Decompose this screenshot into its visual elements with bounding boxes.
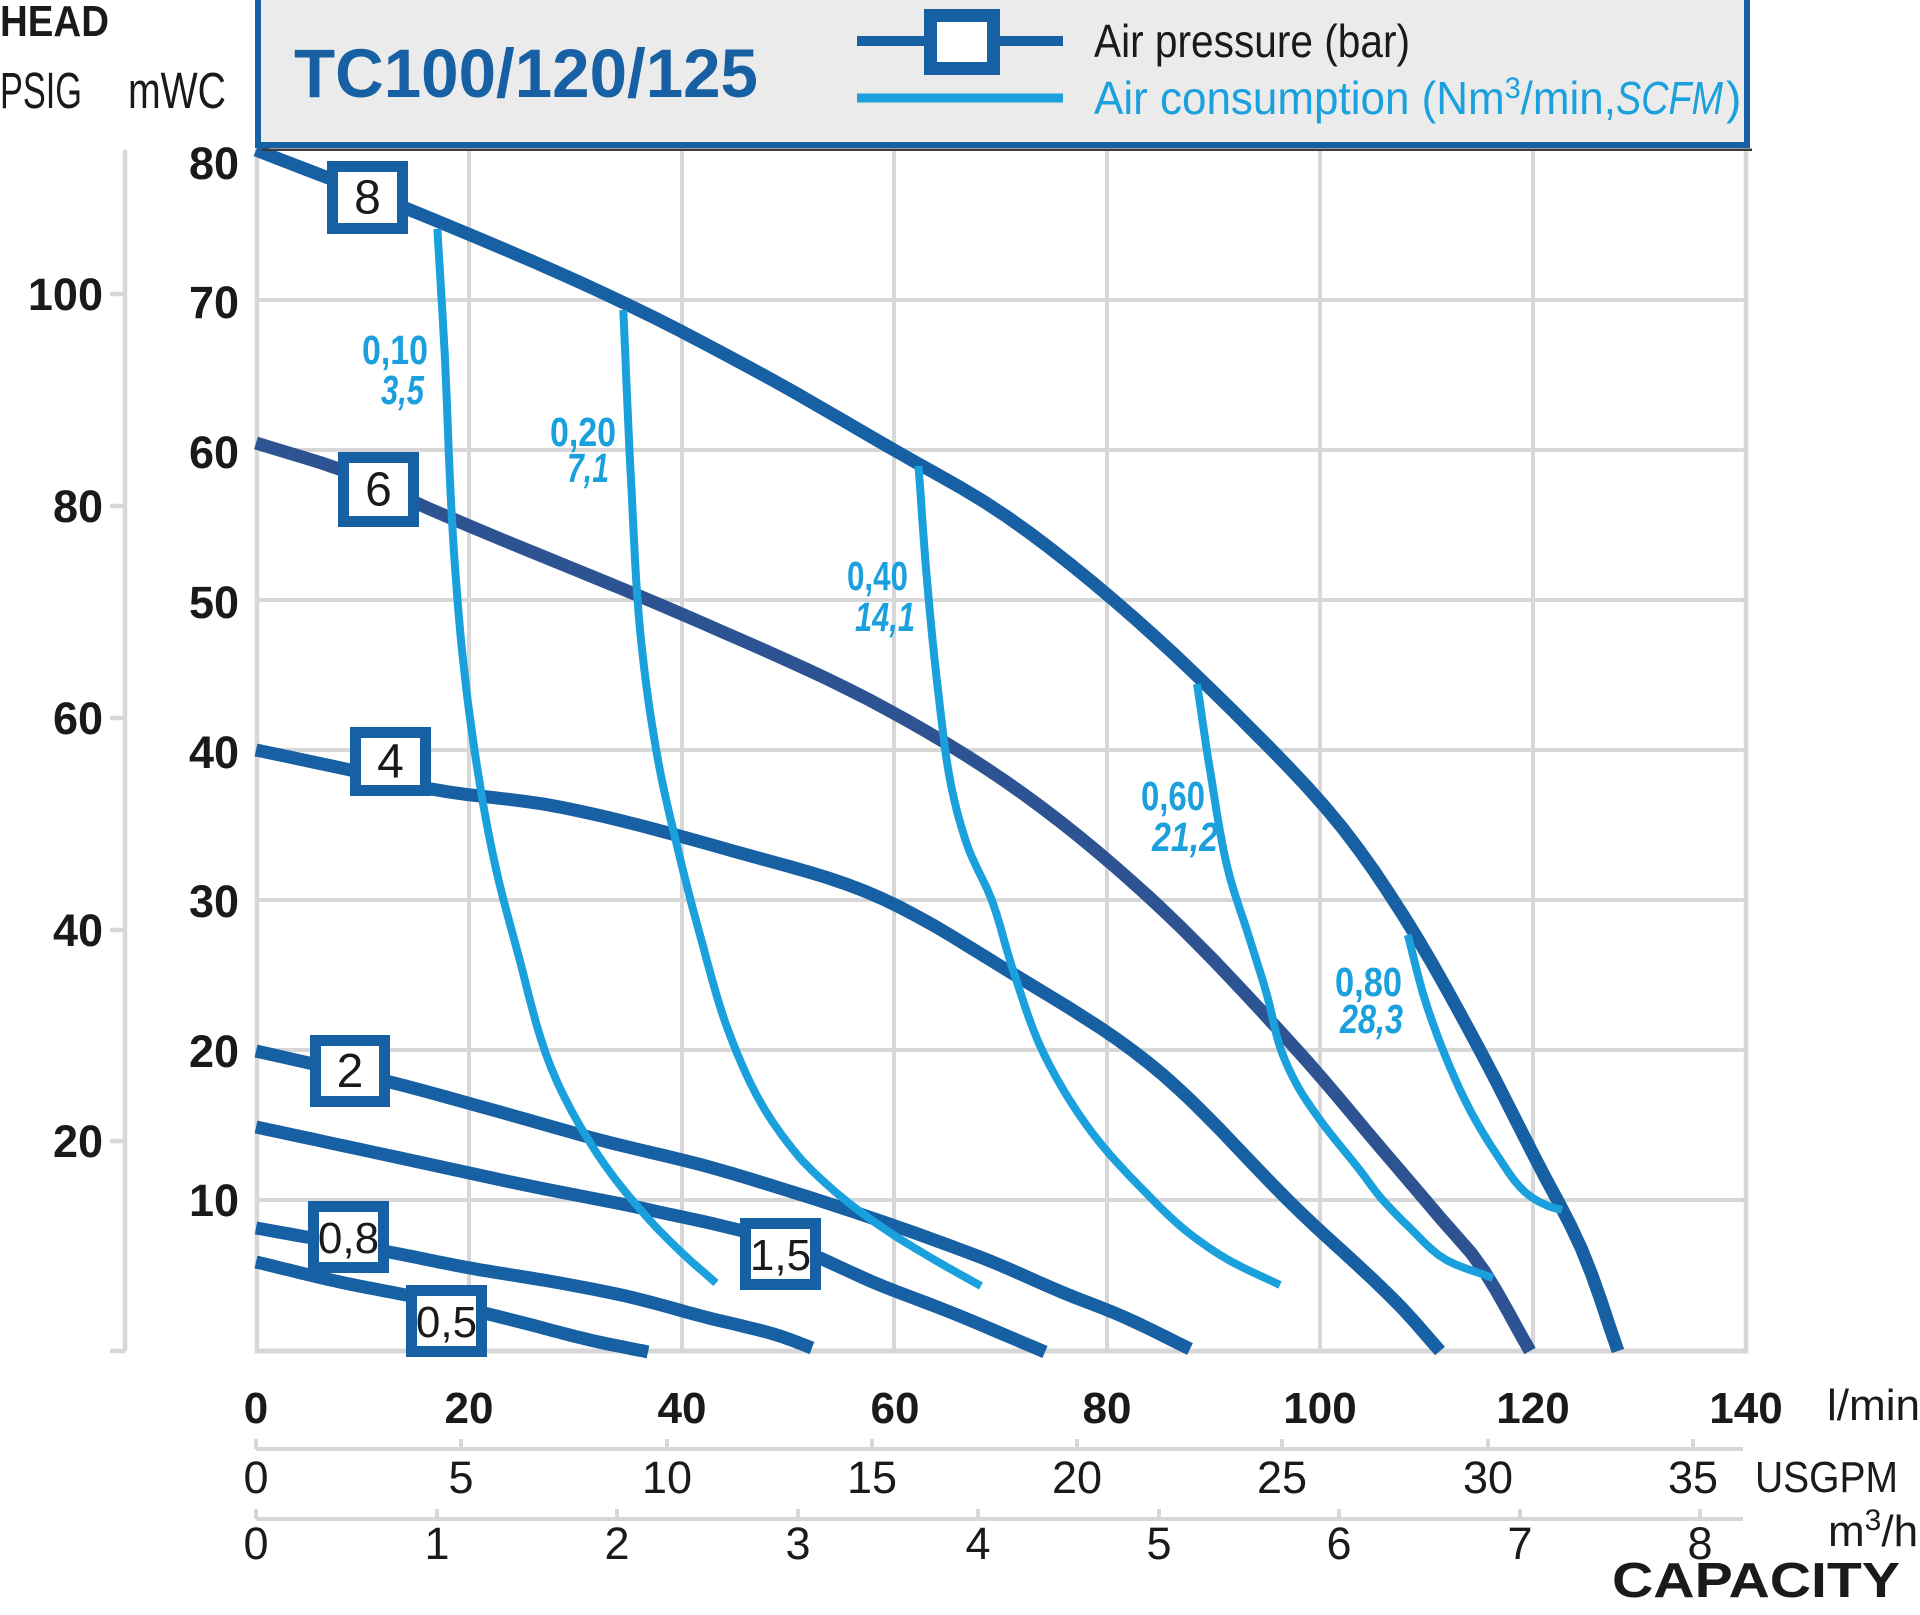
svg-text:70: 70 xyxy=(189,277,239,328)
svg-text:0,5: 0,5 xyxy=(416,1298,477,1347)
svg-text:40: 40 xyxy=(658,1384,707,1433)
svg-text:0,80: 0,80 xyxy=(1335,959,1402,1005)
svg-text:3,5: 3,5 xyxy=(381,367,425,413)
svg-text:l/min: l/min xyxy=(1827,1381,1920,1430)
svg-text:20: 20 xyxy=(1052,1452,1102,1503)
svg-text:0,60: 0,60 xyxy=(1141,773,1205,819)
svg-text:20: 20 xyxy=(445,1384,494,1433)
svg-text:100: 100 xyxy=(1283,1384,1356,1433)
svg-text:Air consumption (Nm3/min,: Air consumption (Nm3/min, xyxy=(1094,72,1616,124)
svg-text:4: 4 xyxy=(377,736,404,789)
svg-text:21,2: 21,2 xyxy=(1151,814,1218,860)
svg-text:30: 30 xyxy=(1463,1452,1513,1503)
svg-text:SCFM: SCFM xyxy=(1616,72,1724,124)
svg-text:28,3: 28,3 xyxy=(1339,996,1403,1042)
svg-text:10: 10 xyxy=(189,1175,239,1226)
svg-text:15: 15 xyxy=(847,1452,897,1503)
svg-text:1,5: 1,5 xyxy=(750,1231,811,1280)
svg-text:HEAD: HEAD xyxy=(0,0,109,46)
svg-text:6: 6 xyxy=(1326,1518,1351,1569)
svg-text:0: 0 xyxy=(243,1452,268,1503)
svg-text:USGPM: USGPM xyxy=(1755,1453,1898,1502)
svg-text:0,8: 0,8 xyxy=(318,1214,379,1263)
svg-text:60: 60 xyxy=(871,1384,920,1433)
svg-text:80: 80 xyxy=(1083,1384,1132,1433)
svg-text:80: 80 xyxy=(189,138,239,189)
svg-text:mWC: mWC xyxy=(128,62,226,119)
svg-text:2: 2 xyxy=(604,1518,629,1569)
svg-text:0,40: 0,40 xyxy=(847,553,908,599)
svg-text:0,20: 0,20 xyxy=(550,409,616,455)
svg-text:Air pressure (bar): Air pressure (bar) xyxy=(1094,15,1410,67)
svg-text:6: 6 xyxy=(365,464,392,517)
svg-text:60: 60 xyxy=(189,427,239,478)
svg-text:8: 8 xyxy=(1687,1518,1712,1569)
svg-text:1: 1 xyxy=(424,1518,449,1569)
svg-text:TC100/120/125: TC100/120/125 xyxy=(294,35,758,112)
svg-text:2: 2 xyxy=(337,1045,364,1098)
svg-text:5: 5 xyxy=(448,1452,473,1503)
svg-text:40: 40 xyxy=(53,905,103,956)
svg-text:0,10: 0,10 xyxy=(362,327,428,373)
svg-text:7,1: 7,1 xyxy=(567,445,609,491)
svg-text:40: 40 xyxy=(189,727,239,778)
svg-text:10: 10 xyxy=(642,1452,692,1503)
svg-text:): ) xyxy=(1726,72,1741,124)
svg-text:20: 20 xyxy=(189,1026,239,1077)
svg-text:0: 0 xyxy=(244,1384,268,1433)
svg-text:120: 120 xyxy=(1496,1384,1569,1433)
svg-text:5: 5 xyxy=(1146,1518,1171,1569)
svg-text:30: 30 xyxy=(189,876,239,927)
svg-text:20: 20 xyxy=(53,1116,103,1167)
svg-text:4: 4 xyxy=(965,1518,990,1569)
svg-text:8: 8 xyxy=(354,172,381,225)
svg-text:60: 60 xyxy=(53,693,103,744)
svg-text:3: 3 xyxy=(785,1518,810,1569)
svg-text:50: 50 xyxy=(189,577,239,628)
svg-text:140: 140 xyxy=(1709,1384,1782,1433)
svg-text:25: 25 xyxy=(1257,1452,1307,1503)
svg-text:35: 35 xyxy=(1668,1452,1718,1503)
svg-text:CAPACITY: CAPACITY xyxy=(1612,1554,1900,1608)
svg-text:7: 7 xyxy=(1507,1518,1532,1569)
svg-text:PSIG: PSIG xyxy=(0,62,82,119)
svg-text:80: 80 xyxy=(53,481,103,532)
svg-text:100: 100 xyxy=(28,269,103,320)
svg-text:0: 0 xyxy=(243,1518,268,1569)
svg-text:14,1: 14,1 xyxy=(855,594,915,640)
